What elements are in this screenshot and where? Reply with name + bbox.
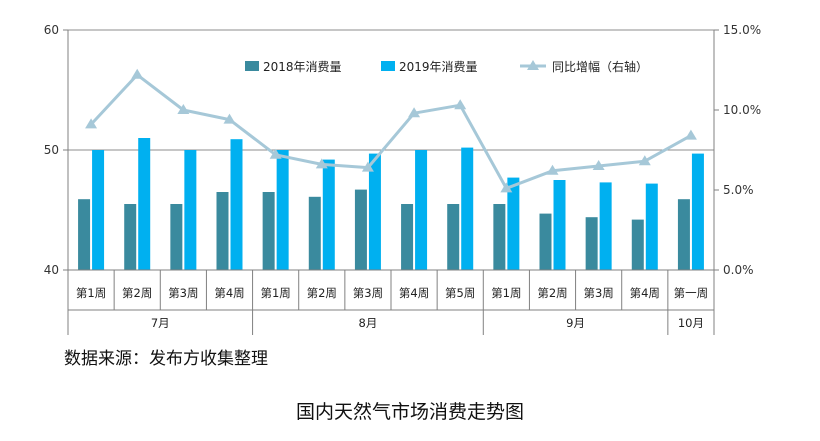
bar-2018 — [585, 217, 598, 270]
bar-2019 — [322, 159, 335, 270]
x-tick-label: 第1周 — [76, 286, 106, 300]
y-left-tick-label: 40 — [44, 263, 59, 277]
growth-point — [361, 161, 374, 172]
legend-swatch — [245, 61, 259, 71]
bar-2018 — [401, 204, 414, 270]
x-tick-label: 第3周 — [168, 286, 198, 300]
x-tick-label: 第4周 — [399, 286, 429, 300]
bar-2019 — [276, 150, 289, 270]
bar-2018 — [78, 199, 91, 270]
x-tick-label: 第2周 — [307, 286, 337, 300]
growth-point — [454, 99, 467, 110]
legend-label: 2018年消费量 — [263, 60, 342, 74]
x-tick-label: 第2周 — [537, 286, 567, 300]
bar-2019 — [461, 147, 474, 270]
legend-marker — [527, 60, 539, 70]
chart-title: 国内天然气市场消费走势图 — [295, 401, 524, 423]
bar-2019 — [645, 183, 658, 270]
growth-line — [89, 73, 692, 190]
x-tick-label: 第1周 — [491, 286, 521, 300]
y-right-tick-label: 10.0% — [723, 103, 761, 117]
growth-point — [85, 118, 98, 129]
bar-2018 — [677, 199, 690, 270]
x-tick-label: 第4周 — [214, 286, 244, 300]
month-group-label: 7月 — [151, 316, 170, 330]
bar-2019 — [230, 139, 243, 270]
bar-2018 — [631, 219, 644, 270]
bar-2018 — [447, 204, 460, 270]
month-group-label: 8月 — [359, 316, 378, 330]
bar-2018 — [216, 192, 229, 270]
x-tick-label: 第一周 — [674, 286, 709, 300]
month-group-label: 10月 — [678, 316, 704, 330]
growth-point — [131, 68, 144, 79]
growth-point — [592, 160, 605, 170]
bar-2018 — [124, 204, 137, 270]
x-tick-label: 第1周 — [260, 286, 290, 300]
growth-point — [223, 113, 236, 124]
bar-2019 — [415, 150, 428, 270]
bar-2019 — [507, 177, 520, 270]
bar-2018 — [493, 204, 506, 270]
bar-2019 — [368, 153, 381, 270]
growth-point — [546, 164, 559, 175]
x-tick-label: 第3周 — [353, 286, 383, 300]
bar-2019 — [553, 180, 566, 270]
source-note: 数据来源：发布方收集整理 — [64, 349, 268, 369]
legend-label: 同比增幅（右轴） — [552, 59, 648, 74]
y-right-tick-label: 5.0% — [723, 183, 754, 197]
bar-2019 — [599, 182, 612, 270]
x-tick-label: 第5周 — [445, 286, 475, 300]
chart-canvas: 40 50 60 0.0% 5.0% 10.0% 15.0% 第1周 第2周 第3周 第4周 第1周 第… — [44, 23, 761, 335]
y-left-tick-label: 50 — [44, 143, 59, 157]
growth-point — [684, 129, 697, 140]
bar-2018 — [539, 213, 552, 270]
bar-2018 — [262, 192, 275, 270]
growth-point — [315, 158, 328, 169]
y-left-tick-label: 60 — [44, 23, 59, 37]
bar-2019 — [184, 150, 197, 270]
growth-point — [177, 104, 190, 114]
growth-point — [408, 107, 421, 118]
legend-swatch — [381, 61, 395, 71]
growth-point — [269, 148, 282, 159]
x-tick-label: 第2周 — [122, 286, 152, 300]
bar-2019 — [691, 153, 704, 270]
bar-2019 — [138, 138, 151, 270]
growth-point — [500, 182, 513, 193]
bar-2019 — [92, 150, 105, 270]
y-right-tick-label: 0.0% — [723, 263, 754, 277]
bar-2018 — [170, 204, 183, 270]
legend-label: 2019年消费量 — [399, 60, 478, 74]
y-right-tick-label: 15.0% — [723, 23, 761, 37]
bar-2018 — [354, 189, 367, 270]
x-tick-label: 第4周 — [630, 286, 660, 300]
month-group-label: 9月 — [566, 316, 585, 330]
growth-point — [638, 155, 651, 166]
bar-2018 — [308, 196, 321, 270]
x-tick-label: 第3周 — [583, 286, 613, 300]
